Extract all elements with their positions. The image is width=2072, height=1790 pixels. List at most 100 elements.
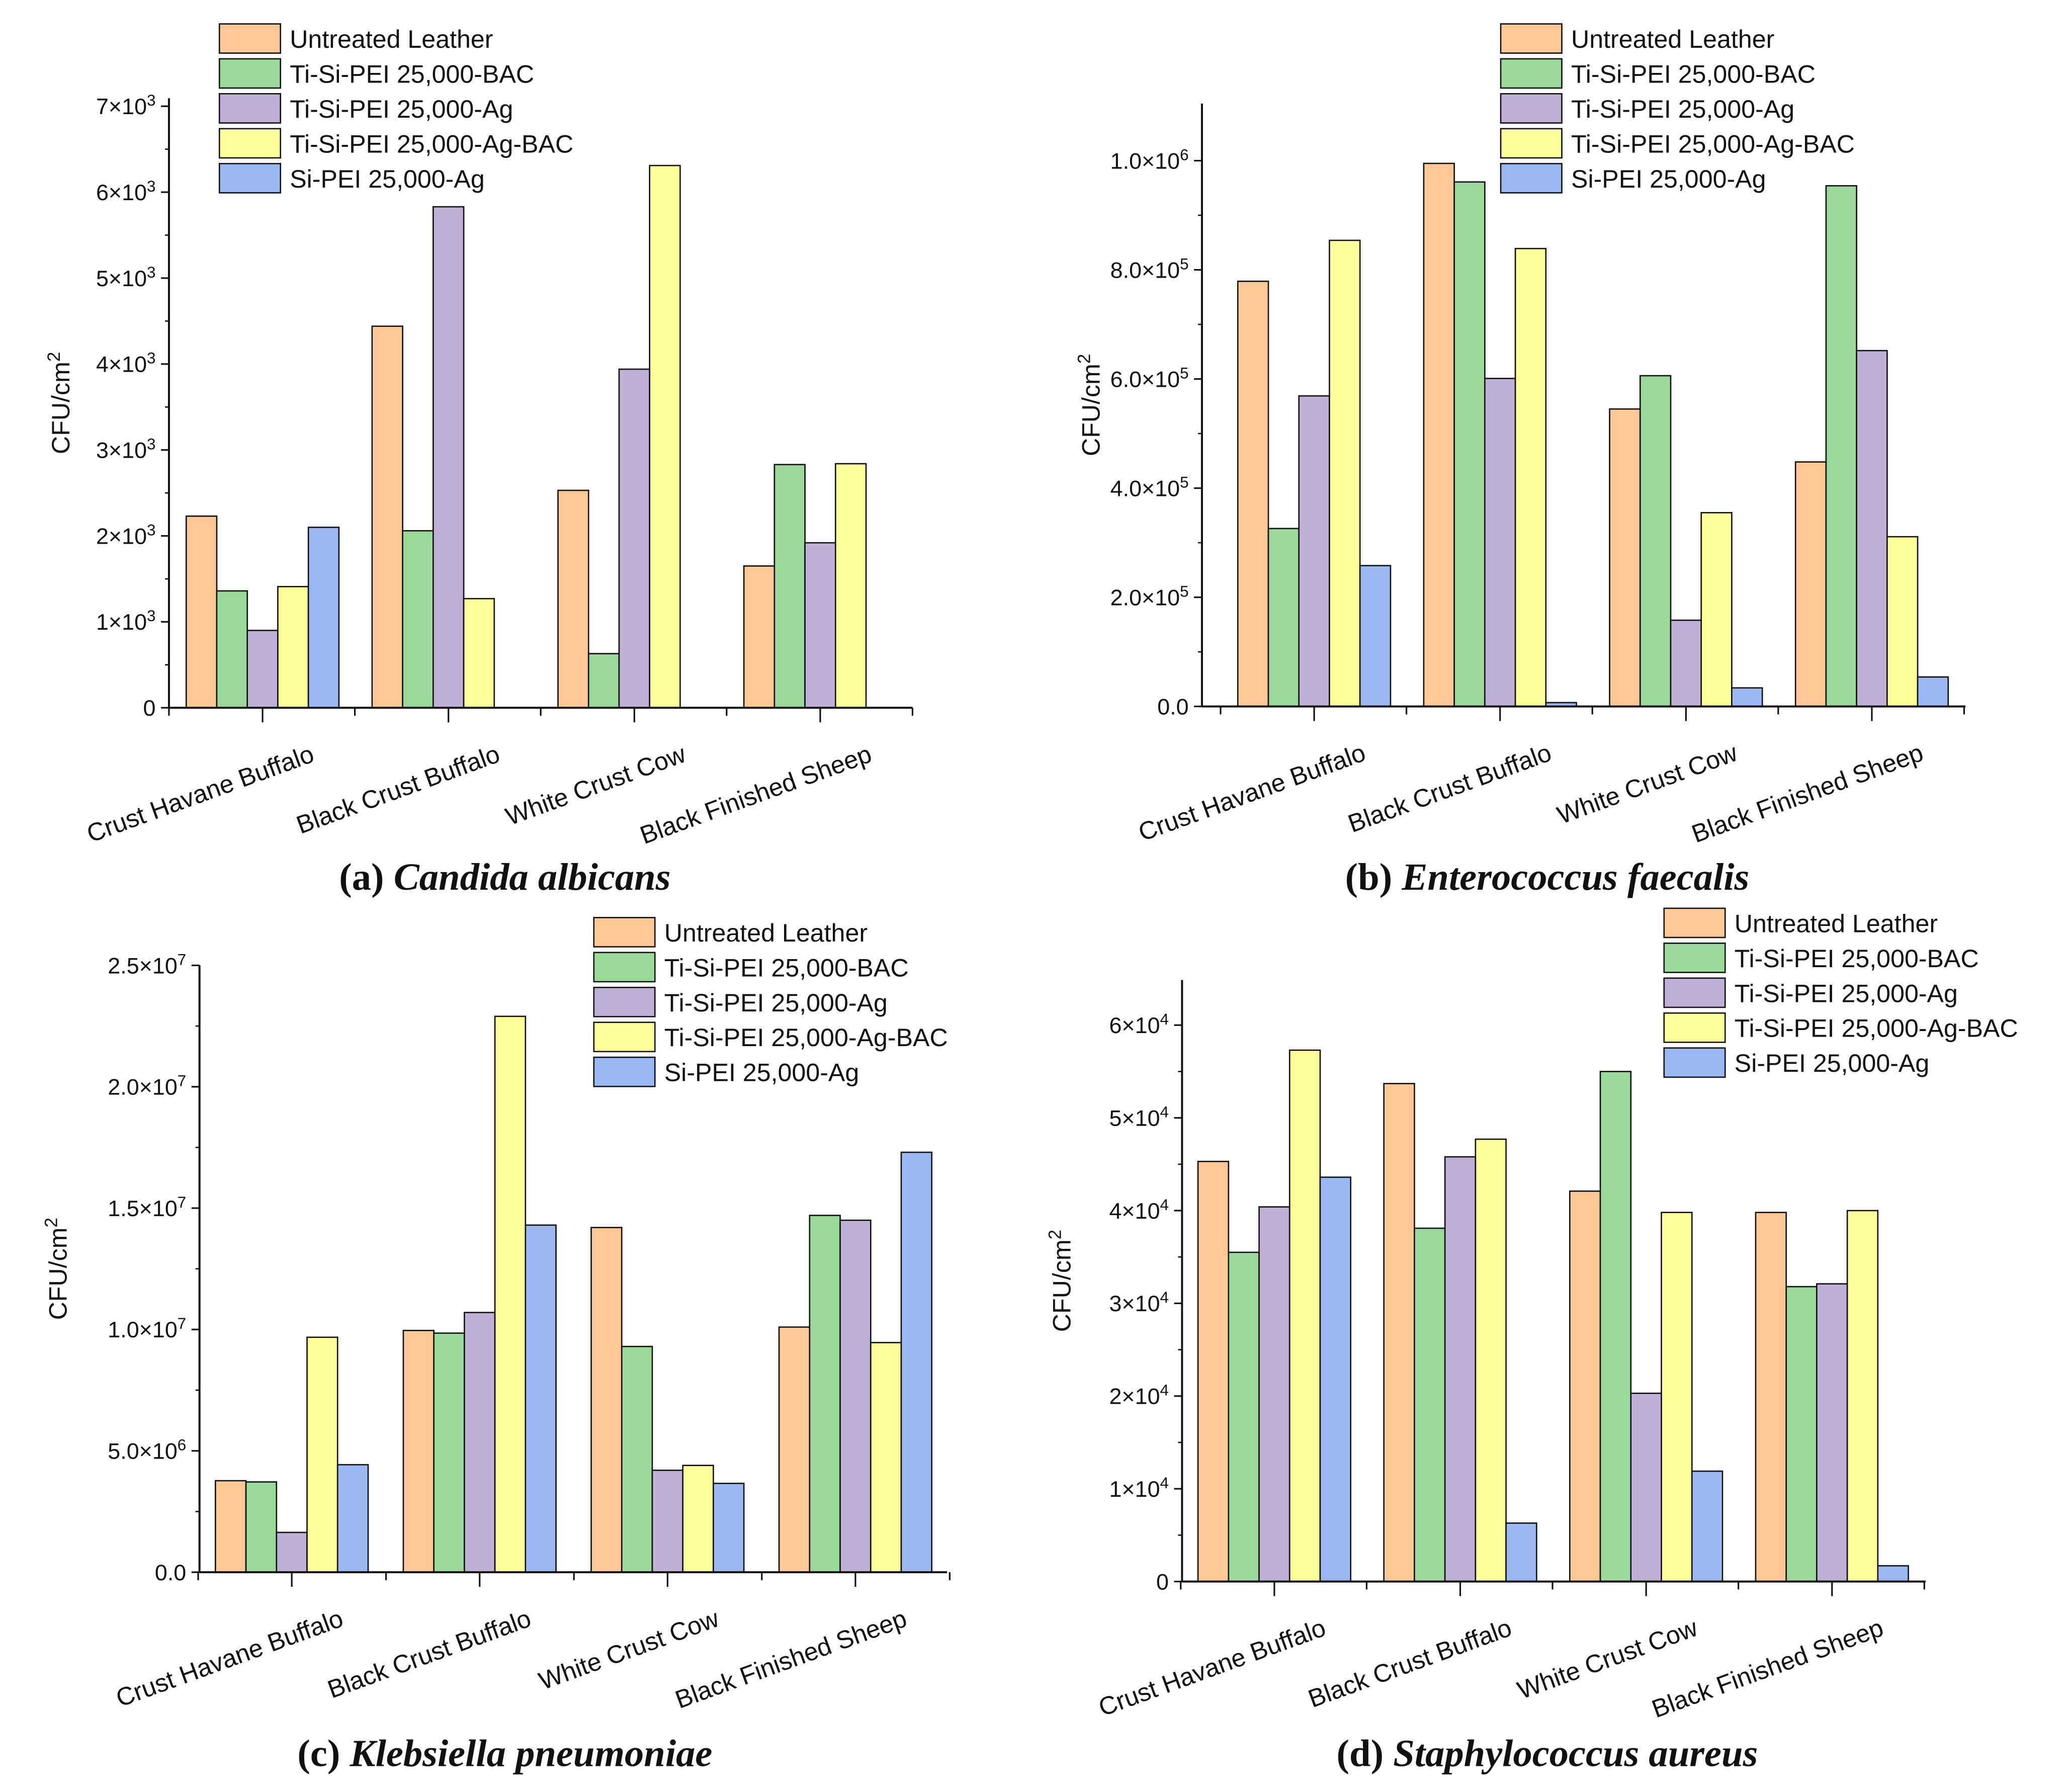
y-tick-label: 4×103 [96, 349, 156, 377]
bar [185, 515, 218, 709]
legend-swatch [593, 986, 656, 1017]
legend-swatch [1663, 907, 1726, 939]
bar [649, 164, 681, 709]
bar [1453, 181, 1486, 707]
y-tick-label: 5×103 [96, 263, 156, 291]
bar [1197, 1160, 1230, 1582]
y-tick-label: 2.5×107 [108, 951, 186, 979]
bar [804, 542, 836, 709]
bar [1856, 350, 1888, 707]
bar [835, 463, 867, 709]
bar [1661, 1212, 1693, 1582]
y-tick-label: 6×103 [96, 177, 156, 205]
legend-swatch [218, 93, 282, 124]
legend-swatch [1500, 93, 1563, 124]
bar [464, 1312, 496, 1573]
bar [402, 530, 434, 709]
x-tick-label: Black Crust Buffalo [293, 740, 503, 839]
bar [1288, 1049, 1321, 1582]
y-axis-label: CFU/cm2 [41, 1218, 72, 1320]
y-axis-label: CFU/cm2 [1074, 354, 1105, 456]
bar [433, 1332, 465, 1573]
bar [402, 1329, 435, 1573]
bar [1475, 1138, 1507, 1582]
bar [1785, 1286, 1818, 1582]
bar [1700, 512, 1733, 707]
legend-swatch [1663, 1047, 1726, 1078]
y-tick-label: 4.0×105 [1110, 473, 1189, 501]
bar [525, 1224, 557, 1573]
bar [1359, 565, 1392, 707]
y-tick-label: 4×104 [1109, 1196, 1169, 1224]
bar [587, 653, 620, 709]
y-tick-label: 0 [1156, 1569, 1169, 1594]
x-tick-label: Crust Havane Buffalo [112, 1604, 347, 1712]
bar [245, 1481, 278, 1573]
y-tick-label: 1×104 [1109, 1474, 1169, 1502]
bar [1444, 1156, 1477, 1582]
bar [494, 1015, 527, 1573]
legend-swatch [218, 58, 282, 89]
y-tick-label: 5.0×106 [108, 1436, 186, 1464]
legend-label: Ti-Si-PEI 25,000-Ag-BAC [1735, 1014, 2018, 1043]
chart-panel-b: 0.0 2.0×105 4.0×105 6.0×105 8.0×105 1.0×106 Cr… [1074, 23, 1966, 898]
bar [216, 590, 248, 709]
legend-swatch [593, 1056, 656, 1087]
legend-label: Ti-Si-PEI 25,000-Ag [1735, 979, 1958, 1007]
bar [682, 1465, 714, 1573]
bar [1691, 1470, 1723, 1582]
bar [1825, 185, 1857, 707]
bar [1794, 461, 1827, 707]
bar [1228, 1251, 1260, 1582]
bar [1514, 247, 1547, 707]
y-tick-label: 1.0×106 [1110, 146, 1189, 174]
bar [276, 1531, 308, 1573]
legend-swatch [1663, 943, 1726, 973]
bar [590, 1227, 623, 1573]
bar [1886, 536, 1919, 707]
legend-label: Ti-Si-PEI 25,000-Ag-BAC [664, 1024, 948, 1052]
bar [1569, 1190, 1601, 1582]
legend-label: Ti-Si-PEI 25,000-Ag [290, 95, 513, 123]
bar [1731, 687, 1763, 707]
bar [336, 1464, 369, 1573]
legend-label: Si-PEI 25,000-Ag [1571, 165, 1766, 193]
y-tick-label: 6×104 [1109, 1010, 1169, 1039]
bar [778, 1326, 811, 1573]
legend-swatch [1500, 162, 1563, 194]
x-tick-label: Black Crust Buffalo [324, 1604, 535, 1703]
legend-label: Si-PEI 25,000-Ag [290, 165, 485, 193]
y-axis-label: CFU/cm2 [1045, 1230, 1076, 1332]
legend-label: Ti-Si-PEI 25,000-Ag-BAC [1571, 130, 1855, 158]
legend-label: Si-PEI 25,000-Ag [664, 1059, 859, 1087]
bar [306, 1336, 338, 1573]
y-tick-label: 3×103 [96, 435, 156, 463]
legend-label: Ti-Si-PEI 25,000-Ag [664, 989, 888, 1017]
bar [371, 325, 403, 709]
legend-label: Ti-Si-PEI 25,000-BAC [1735, 945, 1979, 973]
legend-swatch [593, 952, 656, 983]
y-tick-label: 0 [143, 695, 156, 721]
bar [1816, 1283, 1848, 1582]
legend-swatch [218, 162, 282, 194]
legend-label: Si-PEI 25,000-Ag [1735, 1049, 1930, 1077]
legend-swatch [593, 917, 656, 948]
y-tick-label: 0.0 [1157, 694, 1188, 719]
legend-swatch [1663, 1012, 1726, 1043]
legend-swatch [593, 1021, 656, 1053]
bar [1484, 378, 1516, 707]
legend-label: Untreated Leather [1735, 909, 1938, 937]
bar [1505, 1522, 1537, 1582]
chart-panel-c: 0.0 5.0×106 1.0×107 1.5×107 2.0×107 2.5×107 Cr… [41, 917, 951, 1774]
y-tick-label: 2×104 [1109, 1381, 1169, 1409]
x-tick-label: Black Crust Buffalo [1305, 1613, 1515, 1713]
legend-label: Ti-Si-PEI 25,000-BAC [664, 954, 909, 982]
bar [1639, 375, 1672, 707]
legend-label: Ti-Si-PEI 25,000-Ag [1571, 95, 1794, 123]
bar [713, 1483, 745, 1573]
bar [1846, 1210, 1879, 1582]
bar [1267, 528, 1300, 707]
chart-panel-a: 0 1×103 2×103 3×103 4×103 5×103 6×103 7×103 Crus… [44, 23, 914, 898]
chart-caption: (a) Candida albicans [339, 856, 670, 898]
